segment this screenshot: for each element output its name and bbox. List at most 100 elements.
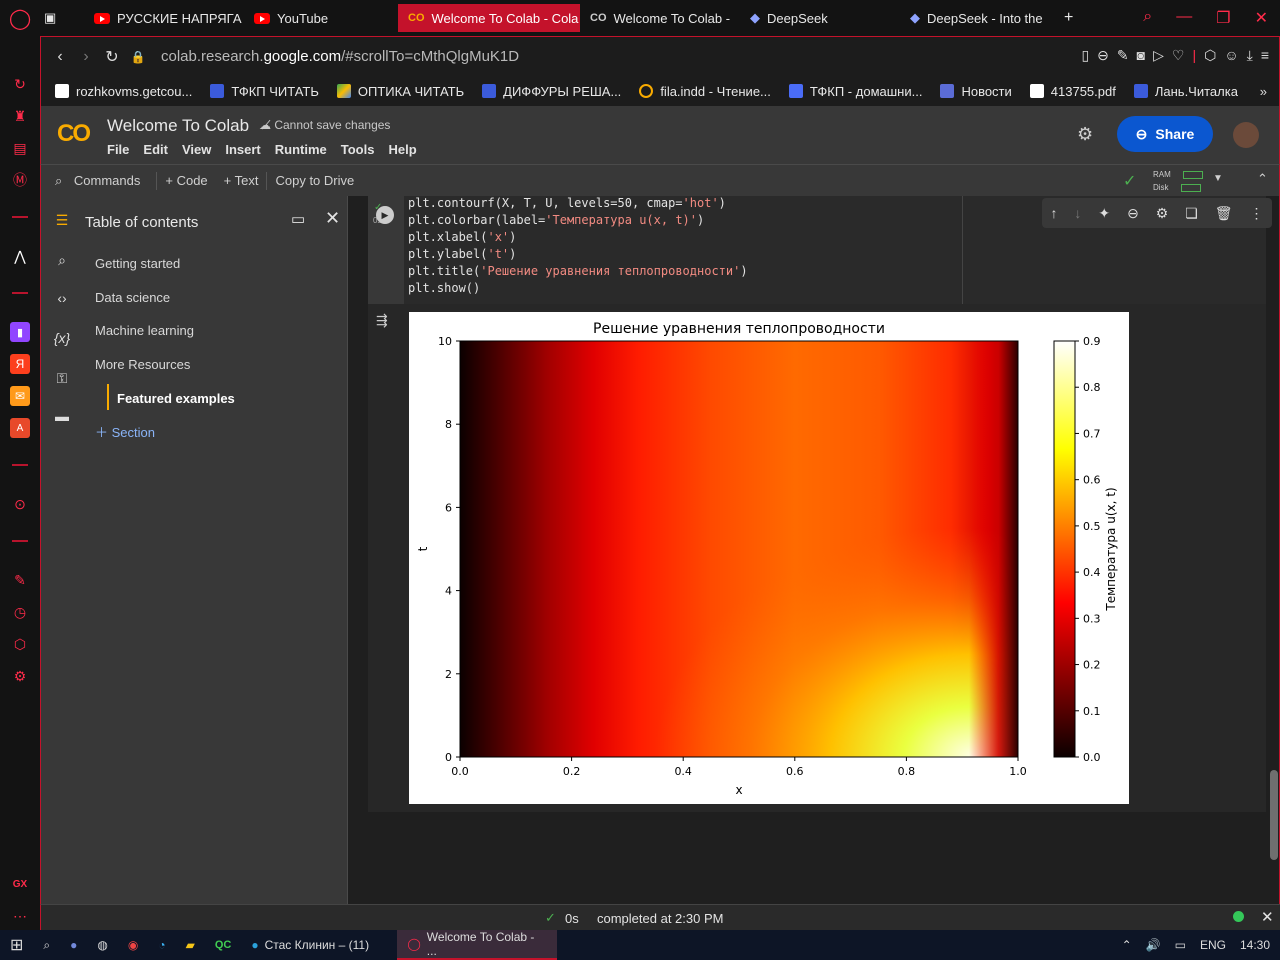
window-icon[interactable]: ▭ xyxy=(291,211,306,228)
link-icon[interactable]: ⊖ xyxy=(1127,204,1139,221)
bookmark-4[interactable]: ДИФФУРЫ РЕША... xyxy=(482,84,621,99)
maximize-icon[interactable]: ❐ xyxy=(1216,10,1231,27)
bookmark-9[interactable]: Лань.Читалка xyxy=(1133,84,1238,99)
bookmark-3[interactable]: ОПТИКА ЧИТАТЬ xyxy=(336,84,464,99)
aria-icon[interactable]: ⋀ xyxy=(14,247,26,264)
gx-icon[interactable]: GX xyxy=(12,878,28,890)
gear-icon[interactable]: ⚙ xyxy=(1155,204,1169,221)
tab-2[interactable]: YouTube xyxy=(244,4,398,32)
yandex-icon[interactable]: Я xyxy=(10,354,30,374)
code-cell[interactable]: ✓ 0s ▶ plt.contourf(X, T, U, levels=50, … xyxy=(368,195,1272,304)
toc-item-machine-learning[interactable]: Machine learning xyxy=(95,323,195,338)
toc-item-featured-examples[interactable]: Featured examples xyxy=(117,391,235,406)
share-button[interactable]: ⊖ Share xyxy=(1117,116,1213,152)
bookmark-7[interactable]: Новости xyxy=(940,84,1012,99)
chevron-up-icon[interactable]: ⌃ xyxy=(1257,171,1268,186)
history-icon[interactable]: ◷ xyxy=(13,603,27,620)
network-icon[interactable]: ▭ xyxy=(1174,938,1186,952)
clock[interactable]: 14:30 xyxy=(1239,938,1270,952)
close-icon[interactable]: ✕ xyxy=(1261,909,1274,926)
chevron-right-icon[interactable]: » xyxy=(1259,83,1267,99)
send-icon[interactable]: ▷ xyxy=(1153,47,1164,63)
windows-start-icon[interactable]: ⊞ xyxy=(10,937,24,954)
tray-arrow-icon[interactable]: ⌃ xyxy=(1121,938,1132,952)
language-indicator[interactable]: ENG xyxy=(1199,938,1226,952)
gx-corner-icon[interactable]: ▤ xyxy=(13,139,27,156)
forward-icon[interactable]: › xyxy=(83,47,89,65)
pinboard-icon[interactable]: ✎ xyxy=(14,571,26,588)
menu-edit[interactable]: Edit xyxy=(143,142,168,157)
menu-insert[interactable]: Insert xyxy=(225,142,261,157)
key-icon[interactable]: ⚿ xyxy=(56,370,68,386)
gx-control-icon[interactable]: ↻ xyxy=(14,75,26,92)
minimize-icon[interactable]: — xyxy=(1176,8,1193,25)
toc-item-data-science[interactable]: Data science xyxy=(95,290,171,305)
account-icon[interactable]: ☺ xyxy=(1224,47,1239,63)
bookmark-5[interactable]: fila.indd - Чтение... xyxy=(639,84,771,99)
colab-logo-icon[interactable]: CO xyxy=(57,120,91,147)
close-icon[interactable]: ✕ xyxy=(1254,10,1268,27)
menu-file[interactable]: File xyxy=(107,142,130,157)
commands-button[interactable]: ⌕ Commands xyxy=(55,172,141,188)
reload-icon[interactable]: ↻ xyxy=(105,48,119,66)
volume-icon[interactable]: 🔊 xyxy=(1145,938,1161,952)
discord-icon[interactable]: ● xyxy=(70,938,78,952)
new-tab-button[interactable]: + xyxy=(1064,9,1074,26)
search-icon[interactable]: ⌕ xyxy=(43,937,51,952)
gear-icon[interactable]: ⚙ xyxy=(1077,124,1094,144)
gx-memory-icon[interactable]: Ⓜ xyxy=(13,172,27,188)
settings-icon[interactable]: ⚙ xyxy=(13,667,27,684)
notebook-title[interactable]: Welcome To Colab xyxy=(107,116,250,135)
add-section-button[interactable]: ＋ Section xyxy=(95,425,155,440)
taskbar-item-opera[interactable]: ◯ Welcome To Colab - ... xyxy=(397,930,558,960)
lock-icon[interactable]: 🔒 xyxy=(130,49,146,64)
add-text-button[interactable]: + Text xyxy=(223,173,259,188)
add-code-button[interactable]: + Code xyxy=(165,173,208,188)
menu-help[interactable]: Help xyxy=(388,142,417,157)
search-icon[interactable]: ⌕ xyxy=(1143,8,1153,25)
menu-icon[interactable]: ≡ xyxy=(1260,47,1269,63)
menu-runtime[interactable]: Runtime xyxy=(274,142,327,157)
obs-icon[interactable]: ◍ xyxy=(97,938,108,952)
bookmark-1[interactable]: rozhkovms.getcou... xyxy=(55,84,192,99)
toc-item-more-resources[interactable]: More Resources xyxy=(95,357,191,372)
zoom-icon[interactable]: ⊖ xyxy=(1097,47,1109,63)
avatar[interactable] xyxy=(1233,122,1259,148)
delete-icon[interactable]: 🗑 xyxy=(1214,204,1233,221)
code-snippets-icon[interactable]: ‹› xyxy=(57,290,67,306)
more-vert-icon[interactable]: ⋮ xyxy=(1249,204,1264,221)
sparkle-icon[interactable]: ✦ xyxy=(1098,204,1111,221)
gx-cleaner-icon[interactable]: ♜ xyxy=(13,107,27,124)
qt-creator-icon[interactable]: QC xyxy=(214,939,232,951)
menu-tools[interactable]: Tools xyxy=(340,142,375,157)
close-panel-icon[interactable]: ✕ xyxy=(325,208,341,228)
tab-3-active[interactable]: CO Welcome To Colab - Cola xyxy=(398,4,580,32)
toc-item-getting-started[interactable]: Getting started xyxy=(95,256,181,271)
code-editor[interactable]: plt.contourf(X, T, U, levels=50, cmap='h… xyxy=(408,195,748,297)
run-icon[interactable]: ▶ xyxy=(376,206,394,224)
folder-icon[interactable]: ▬ xyxy=(55,408,69,424)
scrollbar[interactable] xyxy=(1270,770,1278,860)
output-toggle-icon[interactable]: ⇶ xyxy=(376,312,388,328)
bookmark-6[interactable]: ТФКП - домашни... xyxy=(788,84,922,99)
copy-to-drive-button[interactable]: Copy to Drive xyxy=(275,173,355,188)
chevron-down-icon[interactable]: ▼ xyxy=(1213,173,1223,184)
tab-4[interactable]: CO Welcome To Colab - xyxy=(590,10,731,26)
more-icon[interactable]: ⋯ xyxy=(13,907,27,924)
edit-icon[interactable]: ✎ xyxy=(1116,47,1129,63)
tab-manager-icon[interactable]: ▣ xyxy=(44,10,57,25)
heart-icon[interactable]: ♡ xyxy=(1171,47,1185,63)
cube-icon[interactable]: ⬡ xyxy=(1204,47,1217,63)
toc-icon[interactable]: ☰ xyxy=(55,212,69,228)
variables-icon[interactable]: {x} xyxy=(53,330,71,346)
edge-icon[interactable]: ◔ xyxy=(158,938,166,952)
reader-icon[interactable]: ▯ xyxy=(1081,47,1090,63)
opera-logo-icon[interactable]: ◯ xyxy=(8,7,32,30)
taskbar-item-telegram[interactable]: ● Стас Клинин – (11) xyxy=(251,938,370,952)
find-icon[interactable]: ⌕ xyxy=(58,252,66,268)
extensions-icon[interactable]: ⬡ xyxy=(13,635,27,652)
twitch-icon[interactable]: ▮ xyxy=(10,322,30,342)
resource-indicator[interactable]: RAM Disk xyxy=(1145,168,1203,194)
download-icon[interactable]: ⤓ xyxy=(1246,47,1253,63)
bookmark-2[interactable]: ТФКП ЧИТАТЬ xyxy=(210,84,319,99)
